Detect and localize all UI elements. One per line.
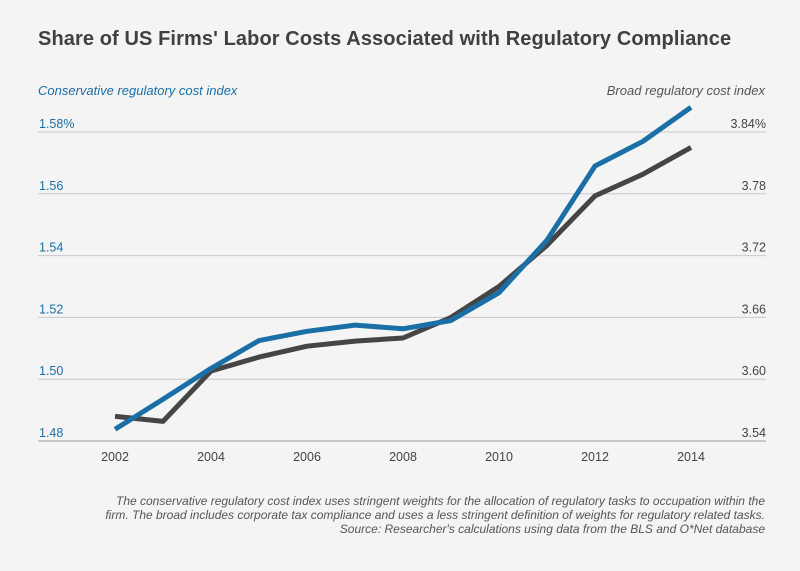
y-left-tick-label: 1.52 (39, 302, 63, 316)
y-left-tick-label: 1.54 (39, 241, 63, 255)
y-right-tick-label: 3.84% (731, 117, 766, 131)
left-axis-title: Conservative regulatory cost index (38, 83, 238, 98)
x-tick-label: 2012 (581, 450, 609, 464)
y-right-tick-label: 3.78 (742, 179, 766, 193)
x-tick-label: 2002 (101, 450, 129, 464)
footnote-line-1: The conservative regulatory cost index u… (115, 494, 765, 508)
x-tick-label: 2014 (677, 450, 705, 464)
y-right-tick-label: 3.60 (742, 364, 766, 378)
y-left-tick-label: 1.50 (39, 364, 63, 378)
footnote-line-2: firm. The broad includes corporate tax c… (105, 508, 765, 522)
source-note: Source: Researcher's calculations using … (339, 522, 765, 536)
chart-title: Share of US Firms' Labor Costs Associate… (38, 28, 732, 50)
y-right-tick-label: 3.66 (742, 302, 766, 316)
x-tick-label: 2010 (485, 450, 513, 464)
chart-footnote: The conservative regulatory cost index u… (25, 494, 765, 536)
y-left-tick-label: 1.48 (39, 426, 63, 440)
x-tick-label: 2008 (389, 450, 417, 464)
y-right-tick-label: 3.54 (742, 426, 766, 440)
right-axis-title: Broad regulatory cost index (606, 83, 765, 98)
x-tick-label: 2004 (197, 450, 225, 464)
x-tick-label: 2006 (293, 450, 321, 464)
y-left-tick-label: 1.56 (39, 179, 63, 193)
broad-index-line (114, 145, 693, 424)
conservative-index-line (113, 105, 693, 432)
y-right-tick-label: 3.72 (742, 241, 766, 255)
y-left-tick-label: 1.58% (39, 117, 74, 131)
